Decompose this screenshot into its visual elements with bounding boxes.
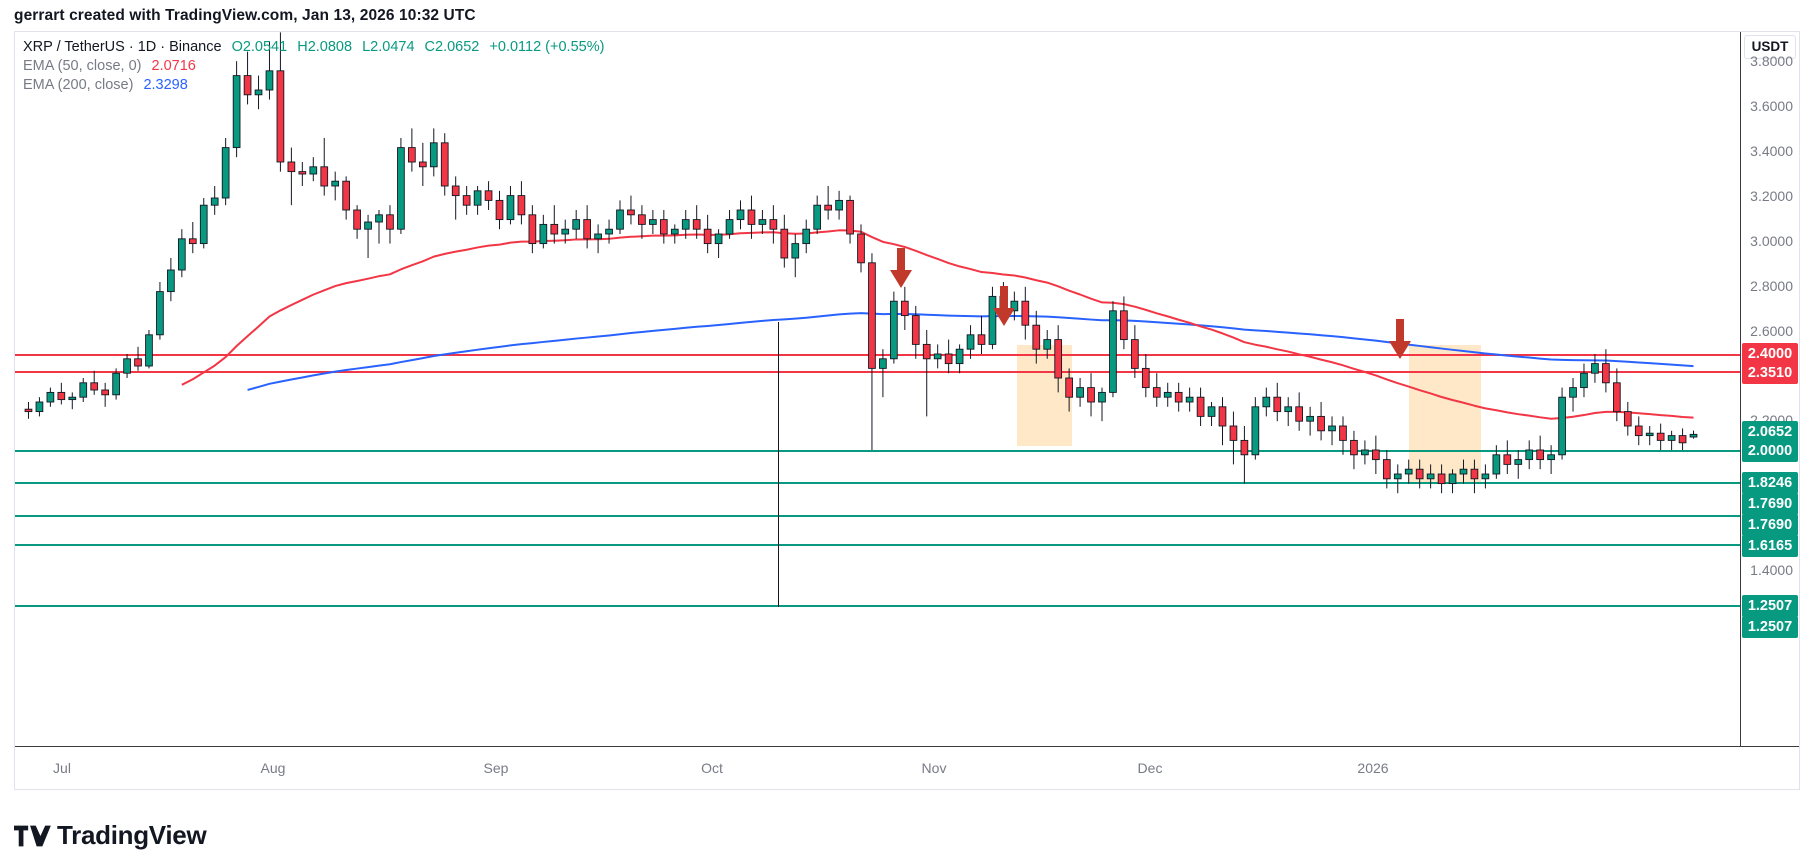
price-tick-1-4000: 1.4000: [1750, 562, 1793, 578]
time-tick-jul: Jul: [53, 760, 71, 776]
vertical-time-marker: [778, 322, 779, 607]
price-tick-3-0000: 3.0000: [1750, 233, 1793, 249]
level-line-1-7690: [15, 515, 1740, 517]
down-arrow-annotation-2: [993, 286, 1015, 326]
legend-open: O2.0541: [231, 39, 288, 55]
time-tick-2026: 2026: [1357, 760, 1389, 776]
price-tick-3-8000: 3.8000: [1750, 53, 1793, 69]
time-tick-aug: Aug: [260, 760, 286, 776]
price-tick-2-6000: 2.6000: [1750, 323, 1793, 339]
price-tick-2-8000: 2.8000: [1750, 278, 1793, 294]
price-pill-1-8246: 1.8246: [1742, 472, 1798, 494]
time-axis[interactable]: Jul Aug Sep Oct Nov Dec 2026: [15, 746, 1799, 789]
price-pill-1-2507-b: 1.2507: [1742, 616, 1798, 638]
legend-ema50-row: EMA (50, close, 0) 2.0716: [23, 57, 604, 76]
chart-plot-area[interactable]: XRP / TetherUS · 1D · Binance O2.0541 H2…: [15, 32, 1740, 746]
price-pill-1-2507-a: 1.2507: [1742, 595, 1798, 617]
legend-symbol[interactable]: XRP / TetherUS · 1D · Binance: [23, 39, 222, 55]
price-pill-2-3510: 2.3510: [1742, 362, 1798, 384]
time-tick-nov: Nov: [921, 760, 947, 776]
price-pill-2-4000: 2.4000: [1742, 343, 1798, 365]
level-line-2-4000: [15, 354, 1740, 356]
legend-high: H2.0808: [297, 39, 353, 55]
highlight-zone-2: [1409, 345, 1481, 482]
chart-frame: XRP / TetherUS · 1D · Binance O2.0541 H2…: [14, 31, 1800, 790]
price-pill-1-6165: 1.6165: [1742, 535, 1798, 557]
tradingview-logo[interactable]: TradingView: [14, 820, 207, 851]
highlight-zone-1: [1017, 345, 1072, 446]
price-pill-1-7690-b: 1.7690: [1742, 514, 1798, 536]
price-pill-1-7690-a: 1.7690: [1742, 493, 1798, 515]
candles-group: [24, 32, 1698, 494]
tradingview-logo-text: TradingView: [57, 820, 207, 850]
price-pill-2-0000: 2.0000: [1742, 440, 1798, 462]
price-tick-3-2000: 3.2000: [1750, 188, 1793, 204]
legend-change: +0.0112 (+0.55%): [489, 39, 605, 55]
legend-symbol-row: XRP / TetherUS · 1D · Binance O2.0541 H2…: [23, 38, 604, 57]
legend-ema200-label[interactable]: EMA (200, close): [23, 77, 134, 93]
legend-ema200-value: 2.3298: [143, 77, 188, 93]
level-line-1-2507: [15, 605, 1740, 607]
price-tick-3-6000: 3.6000: [1750, 98, 1793, 114]
legend-ema50-value: 2.0716: [151, 58, 196, 74]
ema50-line: [181, 229, 1694, 420]
price-axis[interactable]: USDT 3.8000 3.6000 3.4000 3.2000 3.0000 …: [1740, 32, 1799, 746]
tradingview-logo-icon: [14, 825, 51, 846]
time-tick-sep: Sep: [483, 760, 509, 776]
time-tick-dec: Dec: [1137, 760, 1163, 776]
legend-ema50-label[interactable]: EMA (50, close, 0): [23, 58, 142, 74]
level-line-1-6165: [15, 544, 1740, 546]
price-tick-3-4000: 3.4000: [1750, 143, 1793, 159]
level-line-1-8246: [15, 482, 1740, 484]
legend-ema200-row: EMA (200, close) 2.3298: [23, 76, 604, 95]
ema200-line: [247, 312, 1694, 391]
legend-close: C2.0652: [424, 39, 480, 55]
level-line-2-3510: [15, 371, 1740, 373]
candlestick-series[interactable]: [15, 32, 1740, 746]
time-tick-oct: Oct: [701, 760, 723, 776]
level-line-2-0000: [15, 450, 1740, 452]
down-arrow-annotation-1: [890, 248, 912, 288]
down-arrow-annotation-3: [1389, 319, 1411, 359]
price-pill-2-0652: 2.0652: [1742, 421, 1798, 443]
attribution-text: gerrart created with TradingView.com, Ja…: [14, 7, 476, 24]
chart-legend: XRP / TetherUS · 1D · Binance O2.0541 H2…: [23, 38, 604, 95]
legend-low: L2.0474: [362, 39, 415, 55]
price-axis-currency[interactable]: USDT: [1744, 35, 1796, 59]
